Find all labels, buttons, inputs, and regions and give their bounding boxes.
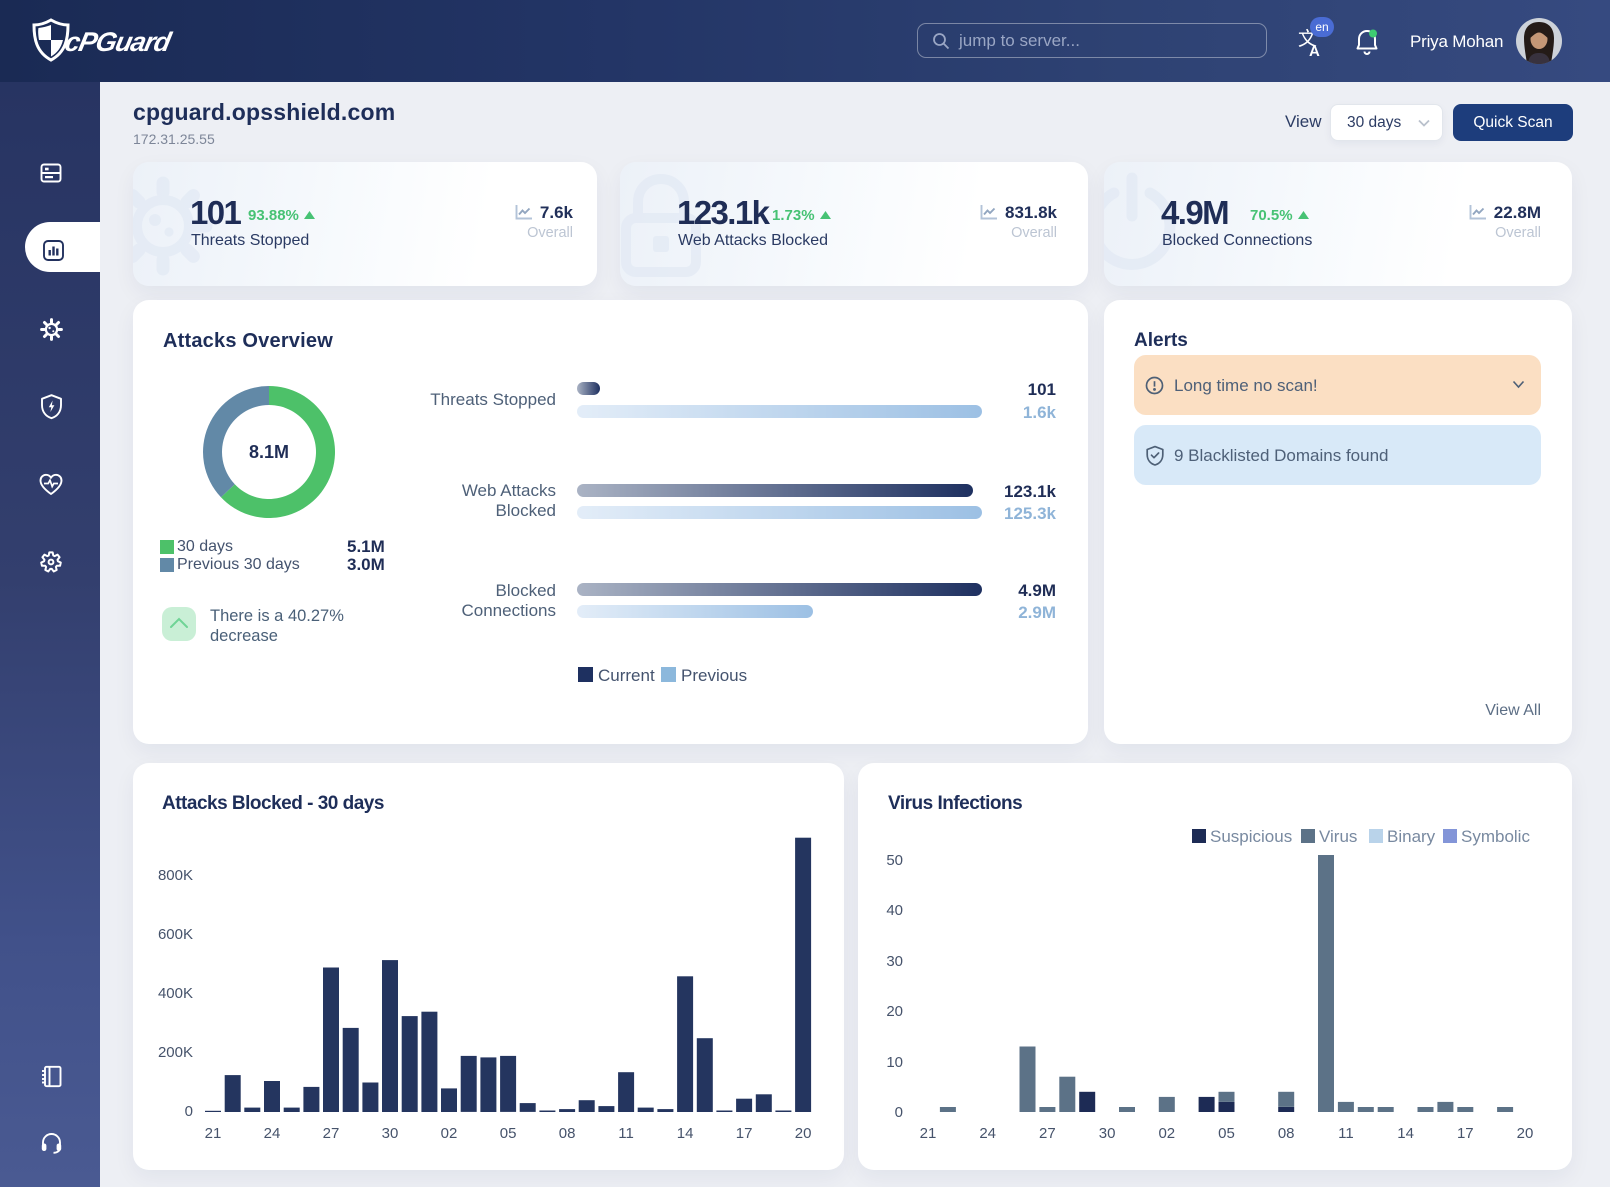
svg-text:A: A <box>1309 43 1320 58</box>
svg-text:21: 21 <box>920 1125 937 1142</box>
svg-text:Symbolic: Symbolic <box>1461 827 1530 846</box>
svg-text:200K: 200K <box>158 1044 193 1061</box>
svg-text:40: 40 <box>886 902 903 919</box>
svg-text:05: 05 <box>500 1125 517 1142</box>
svg-text:Suspicious: Suspicious <box>1210 827 1292 846</box>
svg-text:08: 08 <box>559 1125 576 1142</box>
svg-text:0: 0 <box>895 1104 903 1121</box>
svg-text:17: 17 <box>736 1125 753 1142</box>
svg-text:800K: 800K <box>158 867 193 884</box>
svg-text:14: 14 <box>677 1125 694 1142</box>
svg-text:11: 11 <box>1338 1125 1354 1142</box>
svg-text:Binary: Binary <box>1387 827 1436 846</box>
svg-text:05: 05 <box>1218 1125 1235 1142</box>
svg-text:27: 27 <box>323 1125 340 1142</box>
svg-text:24: 24 <box>264 1125 281 1142</box>
svg-text:27: 27 <box>1039 1125 1056 1142</box>
svg-text:10: 10 <box>886 1054 903 1071</box>
svg-text:30: 30 <box>382 1125 399 1142</box>
svg-text:24: 24 <box>979 1125 996 1142</box>
svg-text:cPGuard: cPGuard <box>62 26 175 57</box>
svg-text:30: 30 <box>1099 1125 1116 1142</box>
svg-text:17: 17 <box>1457 1125 1474 1142</box>
svg-text:02: 02 <box>441 1125 458 1142</box>
svg-text:30: 30 <box>886 953 903 970</box>
svg-text:02: 02 <box>1158 1125 1175 1142</box>
svg-text:20: 20 <box>795 1125 812 1142</box>
svg-text:0: 0 <box>185 1103 193 1120</box>
svg-text:20: 20 <box>886 1003 903 1020</box>
svg-text:08: 08 <box>1278 1125 1295 1142</box>
svg-text:21: 21 <box>205 1125 222 1142</box>
svg-text:11: 11 <box>618 1125 634 1142</box>
svg-text:20: 20 <box>1517 1125 1534 1142</box>
svg-text:50: 50 <box>886 852 903 869</box>
svg-text:400K: 400K <box>158 985 193 1002</box>
svg-text:14: 14 <box>1397 1125 1414 1142</box>
svg-text:Virus: Virus <box>1319 827 1357 846</box>
svg-text:600K: 600K <box>158 926 193 943</box>
